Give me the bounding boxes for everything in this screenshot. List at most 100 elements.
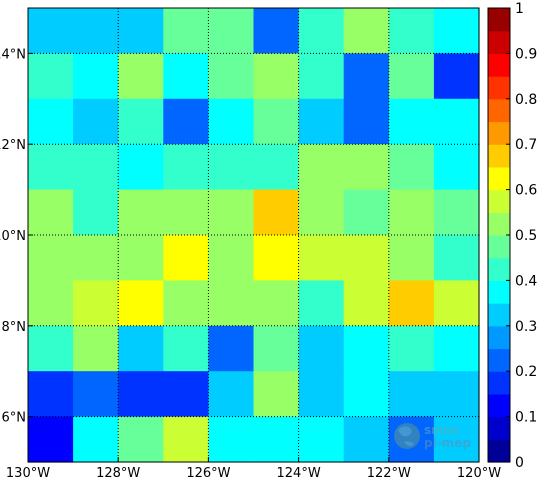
grid-cell [163, 189, 209, 236]
grid-cell [388, 189, 435, 236]
grid-cell [163, 144, 209, 191]
colorbar-segment [488, 325, 510, 350]
grid-cell [433, 325, 480, 372]
grid-cell [28, 371, 74, 418]
grid-cell [388, 8, 435, 54]
grid-cell [73, 8, 119, 54]
grid-cell [118, 416, 164, 463]
grid-cell [28, 416, 74, 463]
grid-cell [118, 325, 164, 372]
grid-cell [343, 53, 390, 100]
grid-cell [253, 8, 300, 54]
colorbar-tick-label: 0.5 [515, 228, 537, 244]
colorbar-tick-label: 0.3 [515, 319, 537, 335]
grid-cell [163, 235, 209, 281]
colorbar-segment [488, 257, 510, 281]
grid-cell [253, 53, 300, 100]
grid-cell [343, 371, 390, 418]
grid-cell [433, 53, 480, 100]
colorbar-segment [488, 121, 510, 145]
grid-cell [118, 189, 164, 236]
grid-cell [118, 144, 164, 191]
colorbar-segment [488, 393, 510, 418]
grid-cell [73, 235, 119, 281]
grid-cell [118, 280, 164, 327]
colorbar-tick-label: 0.9 [515, 46, 537, 62]
colorbar-segment [488, 371, 510, 395]
grid-cell [343, 280, 390, 327]
grid-cell [208, 144, 255, 191]
grid-cell [28, 98, 74, 145]
grid-cell [253, 144, 300, 191]
grid-cell [73, 416, 119, 463]
colorbar-segment [488, 348, 510, 372]
grid-cell [253, 416, 300, 463]
grid-cell [253, 325, 300, 372]
grid-cell [388, 144, 435, 191]
grid-cell [433, 235, 480, 281]
grid-cell [388, 98, 435, 145]
grid-cell [73, 53, 119, 100]
y-tick-label: 12°N [0, 138, 26, 153]
colorbar [488, 8, 510, 463]
grid-cell [208, 98, 255, 145]
grid-cell [388, 325, 435, 372]
grid-cell [28, 144, 74, 191]
colorbar-segment [488, 76, 510, 100]
grid-cell [163, 371, 209, 418]
grid-cell [298, 53, 345, 100]
grid-cell [208, 8, 255, 54]
colorbar-tick-label: 0.2 [515, 364, 537, 380]
grid-cell [433, 189, 480, 236]
colorbar-segment [488, 439, 510, 463]
watermark-logo: smos pi-mep [394, 423, 471, 450]
colorbar-segment [488, 30, 510, 54]
grid-cell [208, 325, 255, 372]
grid-cell [208, 53, 255, 100]
grid-cell [163, 325, 209, 372]
colorbar-segment [488, 98, 510, 123]
colorbar-segment [488, 280, 510, 304]
x-tick-label: 128°W [96, 466, 140, 481]
grid-cell [208, 189, 255, 236]
watermark-line2: pi-mep [424, 436, 471, 450]
grid-cell [73, 98, 119, 145]
grid-cell [163, 280, 209, 327]
colorbar-tick-label: 0.8 [515, 92, 537, 108]
grid-cell [163, 416, 209, 463]
grid-cell [253, 371, 300, 418]
colorbar-tick-label: 0.6 [515, 183, 537, 199]
colorbar-segment [488, 235, 510, 259]
grid-cell [208, 280, 255, 327]
grid-cell [118, 53, 164, 100]
grid-cell [208, 371, 255, 418]
grid-cell [388, 235, 435, 281]
colorbar-segment [488, 8, 510, 32]
y-tick-label: 14°N [0, 47, 26, 62]
colorbar-ticks: 0 0.1 0.2 0.3 0.4 0.5 0.6 0.7 0.8 0.9 1 [506, 1, 537, 471]
grid-cell [343, 98, 390, 145]
grid-cell [298, 280, 345, 327]
x-tick-label: 130°W [6, 466, 50, 481]
grid-cell [433, 416, 480, 463]
x-tick-label: 122°W [367, 466, 411, 481]
grid-cell [208, 235, 255, 281]
colorbar-segment [488, 189, 510, 213]
grid-cell [28, 235, 74, 281]
gridlines [27, 8, 480, 462]
grid-cell [298, 8, 345, 54]
grid-cell [343, 8, 390, 54]
grid-cell [118, 371, 164, 418]
grid-cell [343, 325, 390, 372]
grid-cell [388, 280, 435, 327]
colorbar-tick-label: 0.4 [515, 273, 537, 289]
grid-cell [343, 416, 390, 463]
grid-cell [433, 371, 480, 418]
grid-cell [343, 144, 390, 191]
grid-cell [73, 280, 119, 327]
grid-cell [388, 371, 435, 418]
grid-cell [163, 53, 209, 100]
grid-cell [298, 371, 345, 418]
colorbar-segment [488, 416, 510, 440]
